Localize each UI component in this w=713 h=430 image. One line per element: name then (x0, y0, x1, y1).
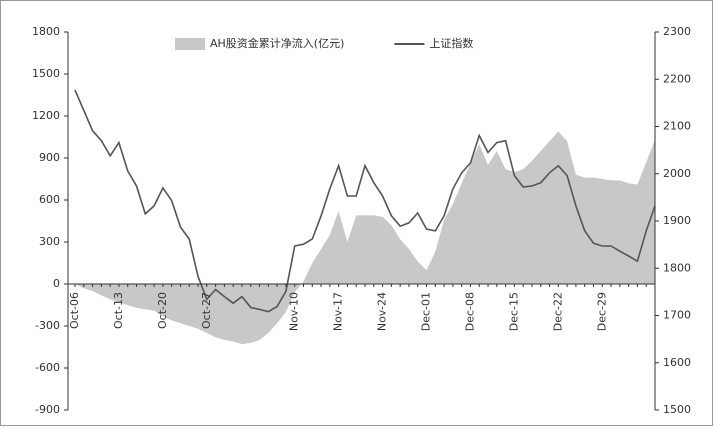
y2-tick-label: 1500 (663, 403, 691, 416)
x-tick-label: Dec-15 (507, 292, 520, 331)
x-tick-label: Dec-08 (463, 292, 476, 331)
y-tick-label: -300 (35, 319, 60, 332)
x-tick-label: Dec-01 (420, 292, 433, 331)
y2-tick-label: 1700 (663, 309, 691, 322)
y-tick-label: 600 (39, 193, 60, 206)
y-tick-label: 300 (39, 235, 60, 248)
y2-tick-label: 2200 (663, 72, 691, 85)
y2-tick-label: 2300 (663, 25, 691, 38)
legend-swatch (175, 38, 205, 50)
y-tick-label: 1200 (32, 109, 60, 122)
y2-tick-label: 1600 (663, 356, 691, 369)
area (75, 131, 655, 345)
y-tick-label: -600 (35, 361, 60, 374)
x-tick-label: Nov-24 (376, 292, 389, 331)
y2-tick-label: 2100 (663, 120, 691, 133)
legend-label: AH股资金累计净流入(亿元) (210, 36, 344, 50)
y2-tick-label: 1800 (663, 261, 691, 274)
x-tick-label: Oct-13 (112, 292, 125, 329)
y-tick-label: 0 (53, 277, 60, 290)
y-tick-label: 1500 (32, 67, 60, 80)
x-tick-label: Dec-29 (595, 292, 608, 331)
line (74, 89, 656, 313)
x-tick-label: Oct-06 (68, 292, 81, 329)
x-tick-label: Dec-22 (551, 292, 564, 331)
y-tick-label: 900 (39, 151, 60, 164)
x-tick-label: Oct-20 (156, 292, 169, 329)
y2-tick-label: 2000 (663, 167, 691, 180)
legend-label: 上证指数 (429, 36, 473, 50)
x-tick-label: Nov-10 (288, 292, 301, 331)
y2-tick-label: 1900 (663, 214, 691, 227)
x-tick-label: Nov-17 (332, 292, 345, 331)
y-tick-label: -900 (35, 403, 60, 416)
y-tick-label: 1800 (32, 25, 60, 38)
x-tick-label: Oct-27 (200, 292, 213, 329)
